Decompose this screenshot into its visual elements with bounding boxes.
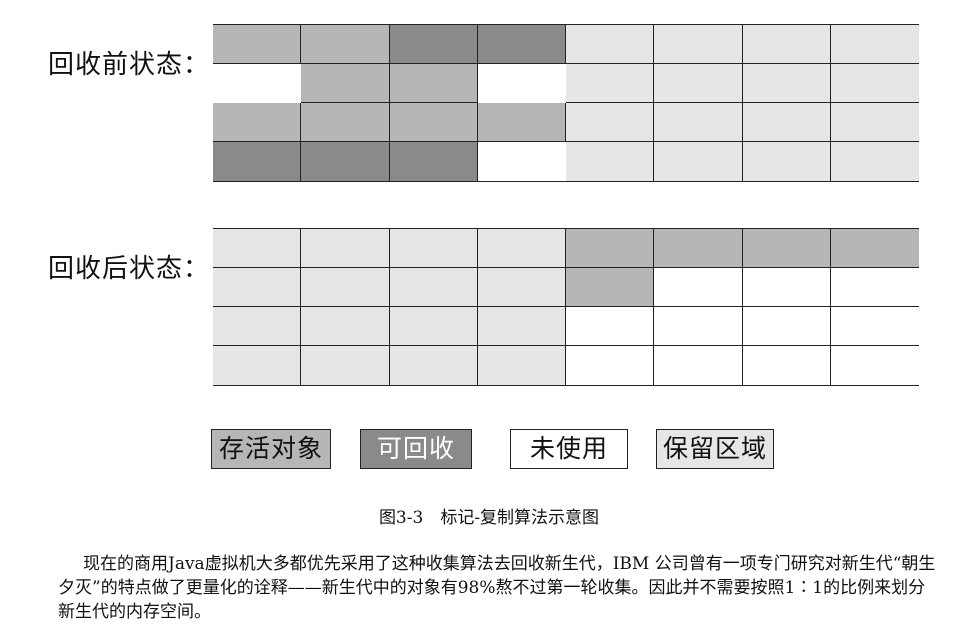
before-cell-r2-c3 [477, 103, 566, 142]
after-cell-r0-c1 [301, 229, 390, 268]
before-cell-r3-c6 [742, 142, 831, 181]
after-cell-r1-c0 [213, 268, 302, 307]
after-cell-r3-c1 [301, 346, 390, 385]
before-cell-r3-c5 [654, 142, 743, 181]
after-cell-r1-c3 [477, 268, 566, 307]
after-cell-r3-c0 [213, 346, 302, 385]
before-cell-r0-c6 [742, 25, 831, 64]
before-cell-r1-c6 [742, 64, 831, 103]
before-cell-r3-c2 [389, 142, 478, 181]
after-cell-r0-c6 [742, 229, 831, 268]
before-cell-r0-c1 [301, 25, 390, 64]
before-cell-r2-c1 [301, 103, 390, 142]
before-cell-r2-c4 [566, 103, 655, 142]
after-cell-r2-c3 [477, 307, 566, 346]
after-cell-r0-c0 [213, 229, 302, 268]
before-cell-r3-c1 [301, 142, 390, 181]
legend-reclaimable: 可回收 [360, 429, 472, 469]
after-cell-r3-c7 [830, 346, 919, 385]
before-cell-r1-c1 [301, 64, 390, 103]
before-cell-r3-c7 [830, 142, 919, 181]
before-cell-r2-c5 [654, 103, 743, 142]
after-cell-r0-c5 [654, 229, 743, 268]
after-cell-r2-c1 [301, 307, 390, 346]
before-cell-r3-c3 [477, 142, 566, 181]
after-cell-r0-c3 [477, 229, 566, 268]
legend-unused: 未使用 [510, 429, 628, 469]
after-cell-r2-c4 [566, 307, 655, 346]
before-cell-r1-c0 [213, 64, 302, 103]
after-cell-r2-c7 [830, 307, 919, 346]
legend-surviving: 存活对象 [211, 429, 331, 469]
after-cell-r3-c6 [742, 346, 831, 385]
after-state-label: 回收后状态： [48, 254, 211, 284]
before-cell-r0-c7 [830, 25, 919, 64]
after-cell-r2-c0 [213, 307, 302, 346]
before-cell-r0-c0 [213, 25, 302, 64]
body-paragraph: 现在的商用Java虚拟机大多都优先采用了这种收集算法去回收新生代，IBM 公司曾… [58, 554, 936, 622]
before-cell-r1-c2 [389, 64, 478, 103]
after-cell-r3-c4 [566, 346, 655, 385]
legend-reserved: 保留区域 [656, 429, 774, 469]
before-cell-r2-c0 [213, 103, 302, 142]
after-cell-r2-c5 [654, 307, 743, 346]
after-cell-r1-c2 [389, 268, 478, 307]
before-cell-r2-c6 [742, 103, 831, 142]
before-cell-r3-c4 [566, 142, 655, 181]
after-cell-r3-c5 [654, 346, 743, 385]
before-cell-r1-c7 [830, 64, 919, 103]
after-cell-r1-c4 [566, 268, 655, 307]
figure-caption: 图3-3 标记-复制算法示意图 [378, 508, 600, 528]
before-cell-r1-c3 [477, 64, 566, 103]
before-cell-r2-c7 [830, 103, 919, 142]
before-cell-r2-c2 [389, 103, 478, 142]
before-cell-r0-c4 [566, 25, 655, 64]
after-cell-r1-c1 [301, 268, 390, 307]
before-cell-r3-c0 [213, 142, 302, 181]
before-cell-r1-c5 [654, 64, 743, 103]
after-cell-r1-c6 [742, 268, 831, 307]
after-cell-r2-c6 [742, 307, 831, 346]
before-cell-r0-c5 [654, 25, 743, 64]
before-state-label: 回收前状态： [48, 50, 211, 80]
after-cell-r2-c2 [389, 307, 478, 346]
after-cell-r0-c2 [389, 229, 478, 268]
after-cell-r3-c2 [389, 346, 478, 385]
after-cell-r1-c5 [654, 268, 743, 307]
after-memory-grid [213, 228, 919, 386]
after-cell-r3-c3 [477, 346, 566, 385]
after-cell-r1-c7 [830, 268, 919, 307]
before-cell-r0-c3 [477, 25, 566, 64]
after-cell-r0-c7 [830, 229, 919, 268]
after-cell-r0-c4 [566, 229, 655, 268]
before-cell-r0-c2 [389, 25, 478, 64]
before-cell-r1-c4 [566, 64, 655, 103]
before-memory-grid [213, 24, 919, 182]
legend: 存活对象 可回收 未使用 保留区域 [208, 429, 788, 473]
